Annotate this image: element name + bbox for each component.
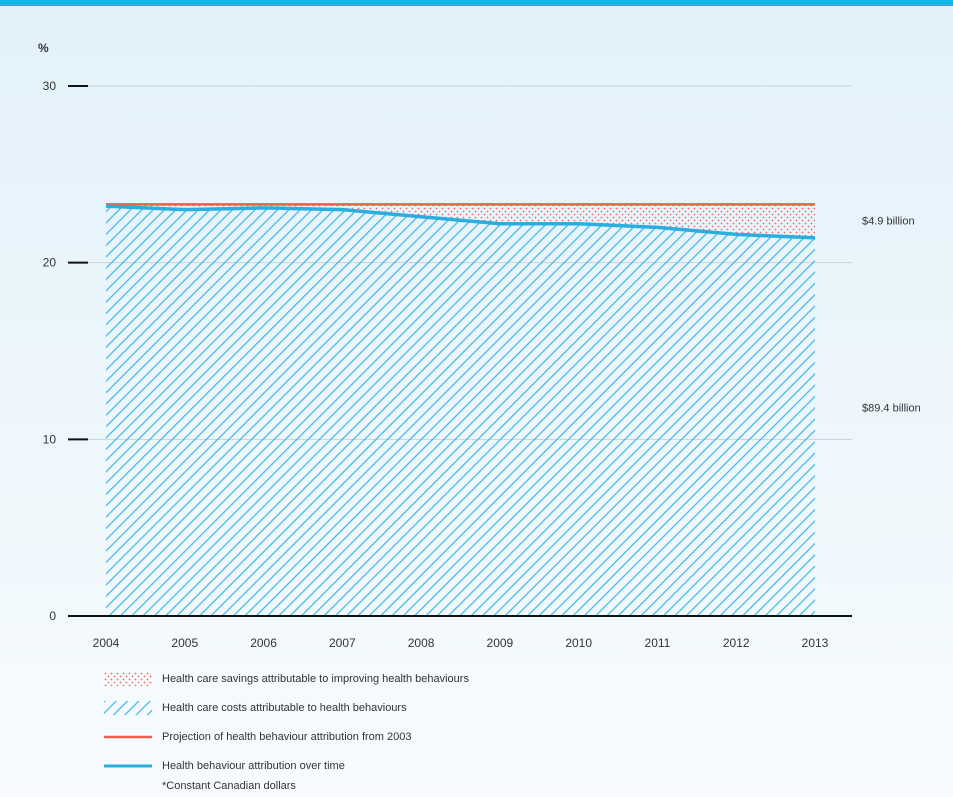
- top-accent-bar: [0, 0, 953, 6]
- blue-line-swatch-icon: [104, 764, 152, 767]
- legend-item-costs: Health care costs attributable to health…: [104, 693, 469, 722]
- y-tick-label: 0: [49, 609, 56, 623]
- area-chart: % 0 10 20 30 2004 2005 2006 2007 2008 2009 2010 201…: [38, 41, 921, 650]
- legend-label: Health care costs attributable to health…: [162, 701, 407, 714]
- y-unit-label: %: [38, 41, 49, 55]
- x-tick-label: 2008: [408, 636, 435, 650]
- legend-item-savings: Health care savings attributable to impr…: [104, 664, 469, 693]
- hatched-swatch-icon: [104, 700, 152, 715]
- hatched-area-costs: [106, 206, 815, 616]
- legend-label: Health care savings attributable to impr…: [162, 672, 469, 685]
- legend-label: Health behaviour attribution over time: [162, 759, 345, 772]
- x-tick-label: 2013: [802, 636, 829, 650]
- x-tick-label: 2005: [171, 636, 198, 650]
- dotted-swatch-icon: [104, 671, 152, 686]
- red-line-swatch-icon: [104, 735, 152, 738]
- x-tick-label: 2007: [329, 636, 356, 650]
- y-tick-label: 10: [43, 432, 57, 446]
- x-tick-label: 2012: [723, 636, 750, 650]
- footnote: *Constant Canadian dollars: [162, 780, 296, 792]
- dotted-area-savings: [106, 204, 815, 238]
- legend-item-projection: Projection of health behaviour attributi…: [104, 722, 469, 751]
- y-tick-label: 30: [43, 79, 57, 93]
- value-annotation: $4.9 billion: [862, 215, 915, 227]
- x-tick-label: 2010: [565, 636, 592, 650]
- x-tick-label: 2009: [487, 636, 514, 650]
- value-annotation: $89.4 billion: [862, 403, 921, 415]
- legend: Health care savings attributable to impr…: [104, 664, 469, 780]
- x-tick-label: 2004: [93, 636, 120, 650]
- x-tick-label: 2011: [645, 636, 671, 650]
- attribution-line: [105, 204, 816, 240]
- legend-item-attribution: Health behaviour attribution over time: [104, 751, 469, 780]
- legend-label: Projection of health behaviour attributi…: [162, 730, 412, 743]
- x-tick-label: 2006: [250, 636, 277, 650]
- y-tick-label: 20: [43, 256, 57, 270]
